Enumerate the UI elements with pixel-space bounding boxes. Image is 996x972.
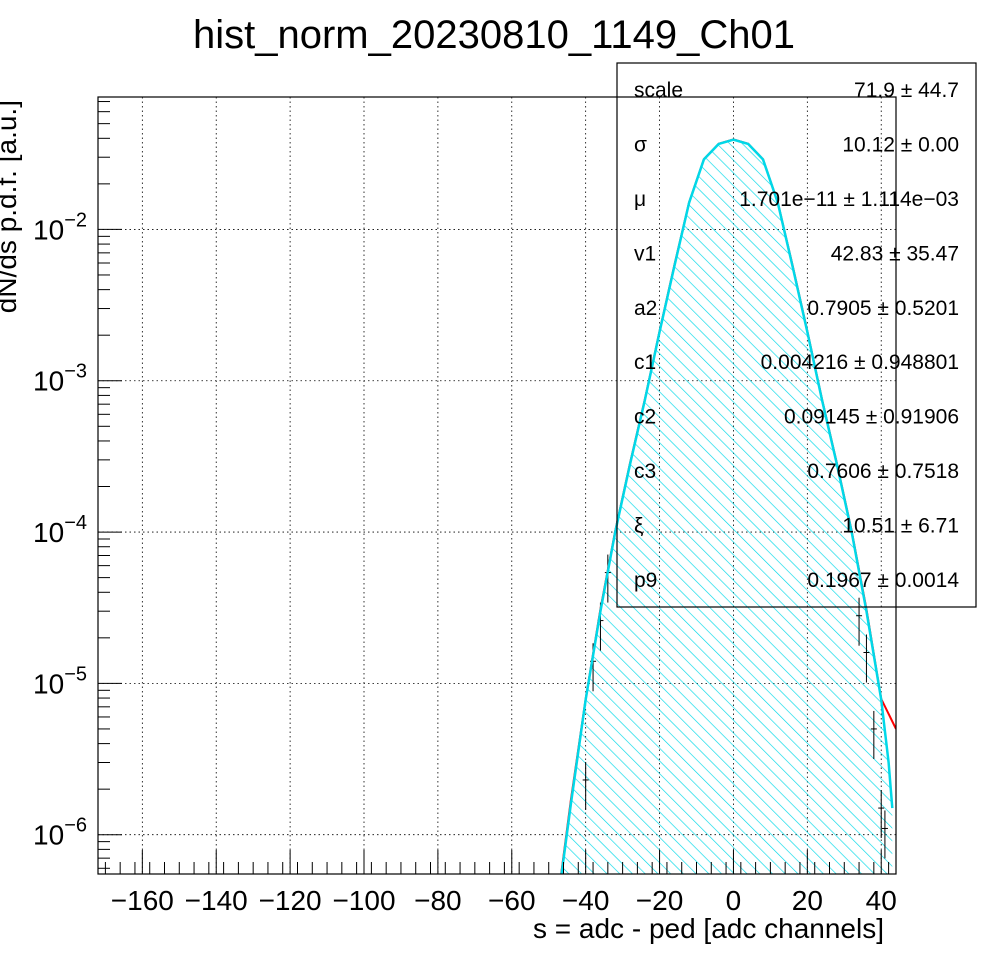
x-tick-label: −80 [414,885,462,916]
y-axis-tick-labels: 10−6 10−5 10−4 10−3 10−2 [33,209,87,850]
x-axis-tick-labels: −160 −140 −120 −100 −80 −60 −40 −20 0 20 40 [111,885,897,916]
y-tick-label: 10−2 [33,209,87,245]
stat-value-7: 0.7606 ± 0.7518 [807,460,959,483]
plot-frame [97,96,897,875]
x-tick-label: 0 [726,885,742,916]
stats-box-border [616,62,977,608]
stat-value-4: 0.7905 ± 0.5201 [807,297,959,320]
x-axis-title: s = adc - ped [adc channels] [533,913,884,944]
stat-value-0: 71.9 ± 44.7 [854,79,959,102]
x-tick-label: −160 [111,885,174,916]
x-tick-label: −40 [562,885,610,916]
x-tick-label: −100 [332,885,395,916]
stat-value-2: 1.701e−11 ± 1.114e−03 [739,188,959,211]
stat-name-2: μ [634,188,646,211]
axis-ticks [98,101,890,874]
y-axis-title: dN/ds p.d.f. [a.u.] [0,100,22,313]
fit-stats-box: scale 71.9 ± 44.7 σ 10.12 ± 0.00 μ 1.701e−11 … [616,62,977,608]
plot-area [560,138,896,874]
stat-name-0: scale [634,79,683,102]
x-tick-label: −140 [185,885,248,916]
chart-title: hist_norm_20230810_1149_Ch01 [193,13,795,57]
x-tick-label: 20 [792,885,823,916]
x-tick-label: −20 [636,885,684,916]
stat-value-1: 10.12 ± 0.00 [842,134,959,157]
y-tick-label: 10−4 [33,512,87,548]
y-tick-label: 10−3 [33,361,87,397]
stat-name-9: p9 [634,569,657,592]
stat-value-5: 0.004216 ± 0.948801 [761,351,959,374]
stat-name-4: a2 [634,297,657,320]
stat-value-6: 0.09145 ± 0.91906 [784,406,959,429]
y-tick-label: 10−6 [33,815,87,851]
stat-name-6: c2 [634,406,656,429]
x-tick-label: 40 [866,885,897,916]
x-tick-label: −120 [259,885,322,916]
stat-value-9: 0.1967 ± 0.0014 [807,569,959,592]
stat-name-1: σ [634,134,647,157]
y-tick-label: 10−5 [33,663,87,699]
histogram-outline [560,138,894,874]
stat-name-7: c3 [634,460,656,483]
stat-name-3: v1 [634,242,656,265]
stat-name-8: ξ [634,514,643,537]
x-tick-label: −60 [488,885,536,916]
stat-name-5: c1 [634,351,656,374]
stat-value-8: 10.51 ± 6.71 [842,514,959,537]
stat-value-3: 42.83 ± 35.47 [831,242,959,265]
histogram-hatched-area [561,139,893,874]
